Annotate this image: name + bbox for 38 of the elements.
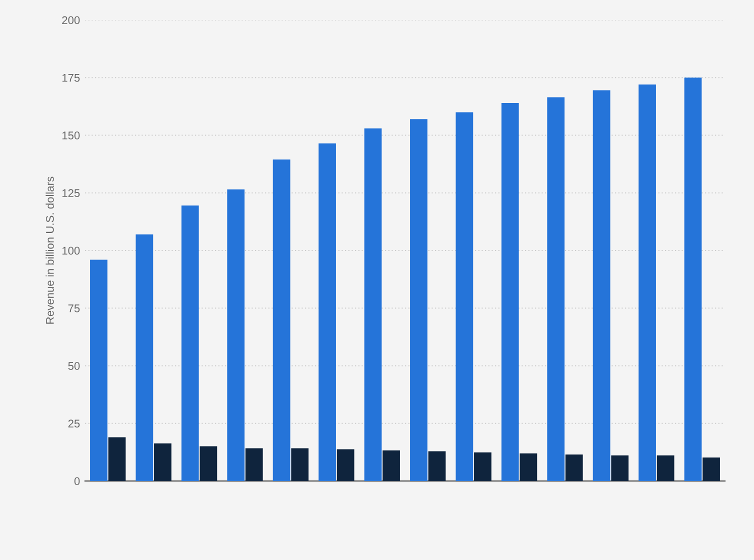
bar bbox=[520, 453, 538, 481]
bar bbox=[474, 452, 492, 481]
bar bbox=[702, 457, 720, 481]
y-tick-label: 100 bbox=[62, 246, 80, 255]
bar bbox=[227, 189, 245, 481]
bar bbox=[200, 446, 218, 481]
bar bbox=[592, 90, 610, 481]
bar bbox=[136, 234, 154, 481]
y-tick-label: 75 bbox=[68, 304, 80, 312]
bar bbox=[245, 448, 263, 481]
bar bbox=[501, 102, 519, 481]
bar bbox=[547, 97, 565, 481]
y-tick-label: 0 bbox=[74, 477, 80, 486]
bar bbox=[382, 450, 400, 481]
bar bbox=[456, 112, 474, 481]
bar bbox=[656, 455, 674, 481]
bar bbox=[181, 206, 199, 481]
bar bbox=[336, 449, 354, 481]
bar bbox=[154, 443, 172, 481]
bar bbox=[410, 119, 428, 481]
bar bbox=[291, 448, 309, 481]
bar bbox=[318, 143, 336, 481]
y-tick-label: 150 bbox=[62, 132, 80, 140]
bar bbox=[90, 260, 108, 481]
y-axis-title: Revenue in billion U.S. dollars bbox=[46, 176, 54, 324]
bar bbox=[565, 454, 583, 481]
bar bbox=[611, 455, 629, 481]
y-tick-label: 175 bbox=[62, 74, 80, 82]
y-tick-label: 50 bbox=[68, 362, 80, 370]
bar bbox=[272, 159, 290, 481]
bar bbox=[638, 84, 656, 481]
bar bbox=[364, 128, 382, 481]
y-tick-label: 200 bbox=[62, 16, 80, 24]
bar bbox=[428, 451, 446, 481]
bar bbox=[684, 78, 702, 481]
y-tick-label: 25 bbox=[68, 420, 80, 428]
y-tick-label: 125 bbox=[62, 189, 80, 198]
bar bbox=[108, 437, 126, 481]
